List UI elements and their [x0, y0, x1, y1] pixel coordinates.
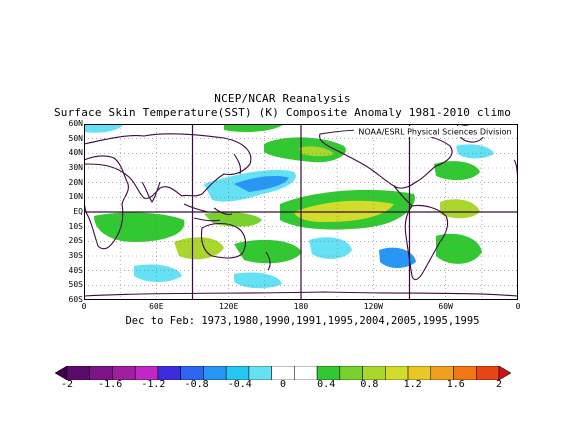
colorbar-label: -1.2 [141, 379, 166, 390]
anomaly-negative-north-atlantic [456, 144, 494, 159]
lon-label: 0 [515, 302, 521, 311]
composite-years-subtitle: Dec to Feb: 1973,1980,1990,1991,1995,200… [125, 315, 480, 327]
anomaly-positive-west-pacific [204, 212, 262, 227]
anomaly-negative-southern-ocean-2 [234, 272, 282, 289]
colorbar-swatch [339, 366, 363, 380]
colorbar-swatch [407, 366, 432, 380]
lat-label: 60N [68, 119, 83, 128]
colorbar-label: 2 [495, 379, 503, 390]
map-frame [84, 124, 518, 300]
colorbar-swatch [248, 366, 272, 380]
title-line-2: Surface Skin Temperature(SST) (K) Compos… [53, 106, 512, 119]
colorbar-label: 1.6 [446, 379, 465, 390]
anomaly-shading [84, 124, 494, 289]
colorbar-swatch [180, 366, 204, 380]
lat-label: 10N [68, 192, 83, 202]
anomaly-positive-north-atlantic [434, 161, 480, 181]
japan-outline [233, 153, 242, 175]
anomaly-negative-south-east-pacific [379, 247, 416, 268]
reference-lines [84, 124, 518, 300]
colorbar-min-arrow [55, 366, 68, 380]
lat-label: 30N [68, 163, 83, 172]
antarctica-outline [84, 291, 518, 297]
south-america-outline [404, 204, 449, 281]
australia-outline [200, 222, 247, 259]
anomaly-positive-south-pacific [234, 239, 302, 264]
anomaly-positive-south-atlantic [436, 233, 482, 264]
lat-label: EQ [73, 207, 83, 216]
colorbar-label: 0 [279, 379, 287, 390]
colorbar-swatch [294, 366, 318, 380]
colorbar-label: 0.8 [360, 379, 379, 390]
colorbar-label: 0.4 [317, 379, 336, 390]
colorbar-swatch [271, 366, 295, 380]
colorbar-label: 1.2 [403, 379, 422, 390]
anomaly-negative-arctic-east [84, 124, 124, 133]
lon-label: 180 [293, 302, 309, 311]
anomaly-negative-southern-ocean-1 [134, 264, 182, 282]
anomaly-negative-south-pacific [309, 237, 352, 259]
colorbar-swatch [203, 366, 227, 380]
colorbar-swatch [316, 366, 341, 380]
africa-outline [84, 155, 129, 250]
lon-label: 60W [438, 302, 453, 311]
lat-label: 20N [68, 177, 83, 187]
lon-label: 60E [149, 302, 164, 311]
colorbar-swatch [385, 366, 409, 380]
colorbar-swatch [89, 366, 113, 380]
lat-label: 50S [68, 280, 83, 290]
anomaly-positive-arctic-mid [224, 124, 284, 132]
anomaly-positive-south-indian [174, 237, 224, 260]
anomaly-positive-tropical-pacific-core [294, 200, 394, 222]
colorbar-swatch [66, 366, 90, 380]
lon-label: 120E [219, 302, 239, 311]
continent-outlines [84, 124, 518, 297]
colorbar-swatch [362, 366, 386, 380]
title-line-1: NCEP/NCAR Reanalysis [214, 92, 351, 105]
lon-label: 120W [363, 302, 383, 311]
credit-text: NOAA/ESRL Physical Sciences Division [358, 128, 511, 137]
colorbar-swatch [112, 366, 136, 380]
lat-label: 10S [68, 221, 83, 231]
lat-label: 40S [68, 265, 83, 275]
new-zealand-outline [265, 251, 271, 271]
lon-label: 0 [81, 302, 87, 311]
lat-label: 60S [68, 295, 83, 304]
colorbar-swatch [453, 366, 477, 380]
india-outline [141, 181, 161, 203]
credit-box [354, 126, 516, 137]
colorbar-label: -1.6 [98, 379, 123, 390]
colorbar-swatch [225, 366, 250, 380]
anomaly-positive-indian-ocean [94, 212, 185, 242]
lat-label: 50N [68, 133, 83, 143]
colorbar-swatch [430, 366, 454, 380]
sst-anomaly-map: NOAA/ESRL Physical Sciences Division [84, 124, 518, 300]
anomaly-negative-nw-pacific-core [234, 176, 289, 192]
lat-label: 30S [68, 251, 83, 260]
lat-label: 20S [68, 236, 83, 246]
colorbar-swatch [134, 366, 159, 380]
colorbar-max-arrow [498, 366, 511, 380]
anomaly-positive-equatorial-atlantic [440, 199, 480, 219]
colorbar-swatch [157, 366, 181, 380]
colorbar-label: -0.4 [227, 379, 252, 390]
colorbar [55, 366, 511, 380]
colorbar-swatch [476, 366, 500, 380]
colorbar-label: -2 [60, 379, 74, 390]
central-america-outline [393, 185, 413, 207]
lat-label: 40N [68, 148, 83, 158]
anomaly-positive-north-pacific-2 [299, 146, 334, 157]
colorbar-label: -0.8 [184, 379, 209, 390]
